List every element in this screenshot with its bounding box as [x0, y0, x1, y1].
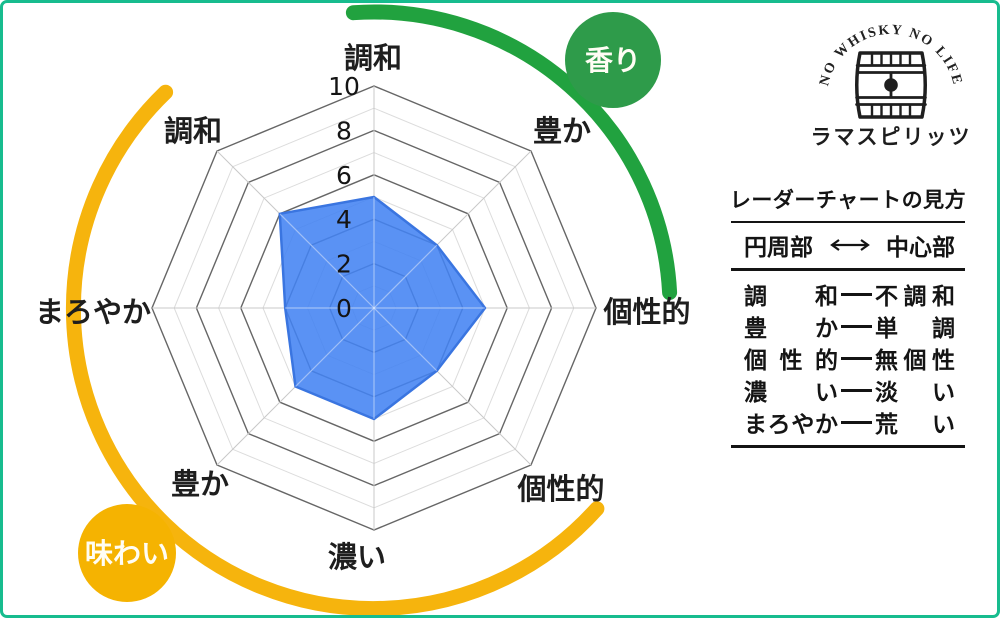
legend-term-inner: 単調	[875, 316, 955, 342]
axis-label-6: まろやか	[35, 295, 151, 329]
logo-graphic: NO WHISKY NO LIFE	[817, 23, 963, 119]
tick-label-6: 6	[336, 161, 352, 190]
legend-row: 濃い 淡い	[744, 374, 955, 406]
aroma-badge-circle	[565, 12, 661, 108]
row-dash	[841, 356, 872, 360]
tick-label-8: 8	[336, 116, 352, 145]
barrel-icon	[855, 51, 927, 119]
brand-logo: NO WHISKY NO LIFE	[793, 14, 989, 151]
legend-term-inner: 淡い	[875, 380, 955, 406]
legend-term-outer: 濃い	[744, 380, 838, 406]
legend-term-inner: 不調和	[875, 284, 955, 310]
legend-title: レーダーチャートの見方	[729, 188, 967, 212]
row-dash	[841, 388, 872, 392]
axis-label-2: 個性的	[602, 295, 690, 329]
aroma-badge-label: 香り	[585, 44, 641, 77]
legend-term-inner: 無個性	[875, 348, 955, 374]
legend-row: まろやか 荒い	[744, 406, 955, 438]
double-arrow-icon	[829, 239, 870, 251]
brand-name: ラマスピリッツ	[810, 125, 972, 149]
row-dash	[841, 324, 872, 328]
axis-line-overlay	[279, 197, 375, 309]
axis-line-overlay	[279, 307, 375, 419]
row-dash	[841, 292, 872, 296]
axis-label-4: 濃い	[328, 540, 386, 574]
whisky-profile-polygon	[278, 195, 487, 421]
aroma-arc	[345, 4, 678, 300]
taste-badge-circle	[78, 504, 176, 602]
axis-label-1: 豊か	[533, 114, 591, 148]
axis-label-0: 調和	[344, 41, 402, 75]
legend-term-outer: 調和	[744, 284, 838, 310]
legend-header: 円周部 中心部	[731, 223, 965, 271]
legend-term-outer: 豊か	[744, 316, 838, 342]
barrel-bung-dot	[884, 78, 898, 92]
tick-label-4: 4	[336, 205, 352, 234]
radar-data	[278, 195, 487, 421]
axis-label-7: 調和	[164, 114, 222, 148]
legend-header-outer: 円周部	[744, 235, 813, 261]
aroma-badge: 香り	[565, 12, 661, 108]
tick-label-0: 0	[336, 294, 352, 323]
legend-table: 円周部 中心部 調和 不調和 豊か 単調	[731, 221, 965, 448]
taste-badge: 味わい	[78, 504, 176, 602]
taste-badge-label: 味わい	[85, 537, 169, 570]
legend-panel: レーダーチャートの見方 円周部 中心部 調和 不調和 豊か	[730, 184, 966, 448]
legend-term-outer: 個性的	[744, 348, 838, 374]
tick-label-2: 2	[336, 250, 352, 279]
row-dash	[841, 420, 872, 424]
axis-label-3: 個性的	[516, 472, 604, 506]
tick-label-10: 10	[328, 72, 360, 101]
legend-header-inner: 中心部	[886, 235, 955, 261]
legend-row: 調和 不調和	[744, 278, 955, 310]
legend-term-inner: 荒い	[875, 412, 955, 438]
legend-row: 豊か 単調	[744, 310, 955, 342]
axis-label-5: 豊か	[171, 467, 229, 501]
legend-row: 個性的 無個性	[744, 342, 955, 374]
legend-rows: 調和 不調和 豊か 単調 個性的 無個性 濃い 淡い	[731, 271, 965, 448]
legend-term-outer: まろやか	[744, 412, 838, 438]
